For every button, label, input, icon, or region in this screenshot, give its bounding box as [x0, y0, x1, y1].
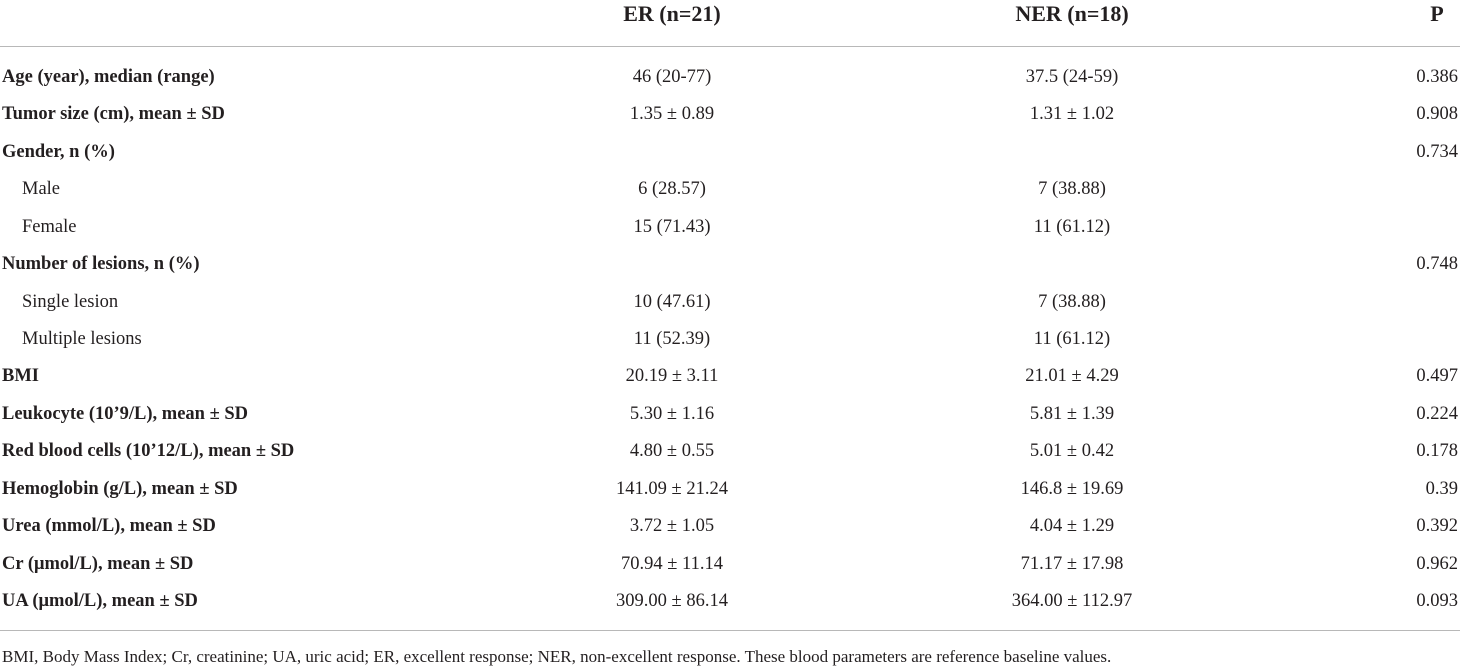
sub-row-label: Male [22, 179, 61, 200]
row-label: Urea (mmol/L), mean ± SD [2, 516, 216, 537]
header-p: P [1430, 1, 1444, 26]
er-value: 6 (28.57) [638, 179, 706, 200]
ner-value: 37.5 (24-59) [1025, 67, 1119, 87]
row-label: Number of lesions, n (%) [2, 254, 200, 275]
row-label: Tumor size (cm), mean ± SD [2, 104, 225, 125]
ner-value: 21.01 ± 4.29 [1025, 366, 1119, 387]
row-label: Red blood cells (10’12/L), mean ± SD [2, 441, 295, 462]
er-value: 20.19 ± 3.11 [625, 366, 719, 387]
header-ner: NER (n=18) [1015, 1, 1129, 26]
p-value: 0.178 [1416, 441, 1458, 462]
header-er: ER (n=21) [623, 1, 721, 26]
ner-value: 11 (61.12) [1033, 216, 1111, 237]
row-label: UA (μmol/L), mean ± SD [2, 591, 198, 612]
er-value: 70.94 ± 11.14 [621, 553, 723, 574]
ner-value: 5.01 ± 0.42 [1029, 441, 1115, 462]
p-value: 0.386 [1416, 67, 1458, 87]
er-value: 141.09 ± 21.24 [616, 478, 728, 499]
ner-value: 364.00 ± 112.97 [1011, 591, 1133, 612]
row-label: Hemoglobin (g/L), mean ± SD [2, 478, 238, 499]
ner-value: 71.17 ± 17.98 [1020, 553, 1124, 574]
p-value: 0.39 [1425, 478, 1458, 499]
bottom-rule [0, 630, 1460, 631]
footnote: BMI, Body Mass Index; Cr, creatinine; UA… [2, 647, 1112, 666]
row-label: Cr (μmol/L), mean ± SD [2, 553, 194, 574]
p-value: 0.908 [1416, 104, 1458, 125]
p-value: 0.093 [1416, 591, 1458, 612]
row-label: Gender, n (%) [2, 141, 115, 162]
ner-value: 5.81 ± 1.39 [1029, 403, 1115, 424]
ner-value: 11 (61.12) [1033, 329, 1111, 349]
er-value: 11 (52.39) [633, 329, 711, 349]
sub-row-label: Single lesion [22, 291, 119, 312]
er-value: 46 (20-77) [632, 67, 712, 87]
ner-value: 4.04 ± 1.29 [1029, 516, 1115, 537]
p-value: 0.962 [1416, 553, 1458, 574]
row-label: Age (year), median (range) [2, 67, 215, 87]
header-rule [0, 46, 1460, 47]
er-value: 1.35 ± 0.89 [629, 104, 715, 125]
p-value: 0.224 [1416, 403, 1458, 424]
er-value: 4.80 ± 0.55 [629, 441, 715, 462]
ner-value: 7 (38.88) [1038, 179, 1106, 200]
er-value: 5.30 ± 1.16 [629, 403, 715, 424]
ner-value: 146.8 ± 19.69 [1020, 478, 1124, 499]
row-label: BMI [2, 366, 39, 387]
p-value: 0.392 [1416, 516, 1458, 537]
sub-row-label: Female [22, 216, 77, 237]
p-value: 0.748 [1416, 254, 1458, 275]
er-value: 309.00 ± 86.14 [616, 591, 728, 612]
ner-value: 1.31 ± 1.02 [1029, 104, 1115, 125]
row-label: Leukocyte (10’9/L), mean ± SD [2, 403, 249, 424]
p-value: 0.734 [1416, 141, 1458, 162]
ner-value: 7 (38.88) [1038, 291, 1106, 312]
er-value: 15 (71.43) [633, 216, 711, 237]
p-value: 0.497 [1416, 366, 1458, 387]
er-value: 3.72 ± 1.05 [629, 516, 715, 537]
er-value: 10 (47.61) [633, 291, 711, 312]
sub-row-label: Multiple lesions [22, 329, 142, 349]
